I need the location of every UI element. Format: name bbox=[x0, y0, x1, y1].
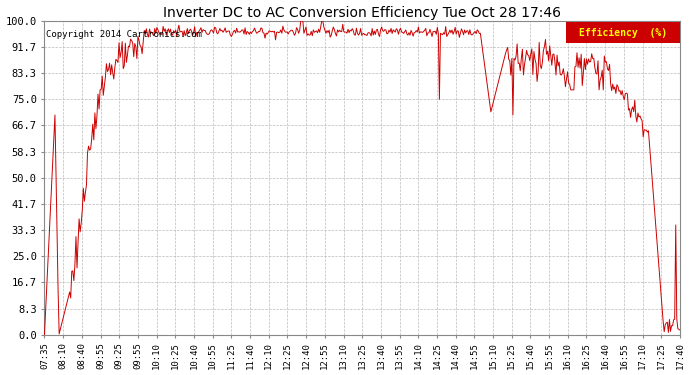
Text: Copyright 2014 Cartronics.com: Copyright 2014 Cartronics.com bbox=[46, 30, 201, 39]
Title: Inverter DC to AC Conversion Efficiency Tue Oct 28 17:46: Inverter DC to AC Conversion Efficiency … bbox=[164, 6, 561, 20]
